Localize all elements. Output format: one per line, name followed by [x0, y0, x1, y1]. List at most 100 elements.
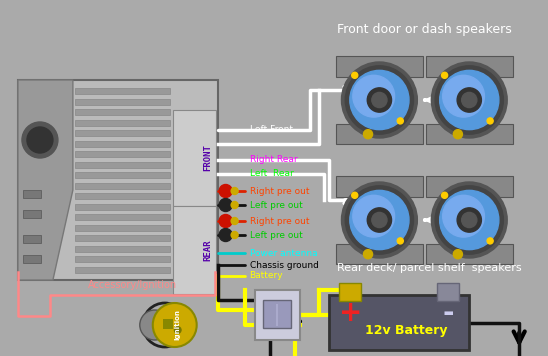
- Bar: [75, 130, 170, 136]
- Circle shape: [439, 70, 499, 130]
- Circle shape: [345, 186, 414, 254]
- Circle shape: [439, 190, 499, 250]
- Circle shape: [372, 213, 387, 227]
- Text: REAR: REAR: [203, 239, 212, 261]
- Bar: [426, 56, 513, 77]
- Circle shape: [22, 122, 58, 158]
- Circle shape: [231, 188, 238, 194]
- Circle shape: [363, 130, 373, 139]
- Bar: [426, 176, 513, 197]
- Bar: [75, 214, 170, 220]
- Circle shape: [143, 303, 187, 347]
- Bar: [336, 244, 423, 265]
- Text: Left pre out: Left pre out: [249, 230, 302, 240]
- Text: FRONT: FRONT: [203, 145, 212, 172]
- Bar: [75, 109, 170, 115]
- Bar: [75, 246, 170, 251]
- Circle shape: [140, 310, 170, 340]
- Text: Power antenna: Power antenna: [249, 248, 317, 257]
- Bar: [75, 193, 170, 199]
- Circle shape: [350, 190, 409, 250]
- Bar: [75, 204, 170, 209]
- Text: Battery: Battery: [249, 272, 283, 281]
- Text: Right pre out: Right pre out: [249, 187, 309, 195]
- Circle shape: [341, 62, 418, 138]
- Text: Ignition: Ignition: [175, 310, 181, 340]
- Bar: [75, 88, 170, 94]
- Bar: [75, 172, 170, 178]
- Circle shape: [231, 201, 238, 209]
- Bar: [75, 162, 170, 168]
- Circle shape: [397, 118, 403, 124]
- Bar: [75, 99, 170, 105]
- Circle shape: [345, 66, 414, 134]
- Circle shape: [219, 184, 232, 198]
- Polygon shape: [18, 80, 73, 280]
- Text: Right Rear: Right Rear: [249, 156, 297, 164]
- Bar: [75, 141, 170, 147]
- Circle shape: [350, 70, 409, 130]
- Bar: [75, 267, 170, 272]
- Bar: [163, 319, 173, 329]
- Bar: [23, 255, 41, 263]
- Bar: [336, 124, 423, 145]
- Circle shape: [435, 186, 504, 254]
- Circle shape: [219, 215, 232, 227]
- Circle shape: [231, 218, 238, 225]
- Text: Left pre out: Left pre out: [249, 200, 302, 209]
- Circle shape: [457, 208, 481, 232]
- Bar: [336, 176, 423, 197]
- Text: Front door or dash speakers: Front door or dash speakers: [337, 23, 512, 37]
- Bar: [329, 295, 469, 350]
- Text: Chassis ground: Chassis ground: [249, 261, 318, 269]
- Circle shape: [443, 195, 484, 237]
- Circle shape: [363, 250, 373, 259]
- Bar: [23, 235, 41, 243]
- Bar: [75, 256, 170, 262]
- Circle shape: [352, 72, 358, 78]
- Bar: [173, 110, 216, 206]
- Bar: [426, 244, 513, 265]
- Bar: [336, 56, 423, 77]
- Bar: [23, 190, 41, 198]
- Circle shape: [453, 250, 463, 259]
- Bar: [75, 120, 170, 126]
- Circle shape: [461, 93, 477, 108]
- Bar: [437, 283, 459, 301]
- Text: Left Front: Left Front: [249, 126, 293, 135]
- Circle shape: [487, 238, 493, 244]
- Circle shape: [352, 192, 358, 198]
- Bar: [75, 225, 170, 230]
- Circle shape: [231, 231, 238, 239]
- Circle shape: [442, 192, 448, 198]
- Bar: [75, 183, 170, 188]
- Circle shape: [153, 303, 197, 347]
- Text: 12v Battery: 12v Battery: [365, 324, 448, 337]
- Circle shape: [353, 75, 395, 117]
- Bar: [18, 80, 218, 280]
- Text: Right pre out: Right pre out: [249, 216, 309, 225]
- Circle shape: [461, 213, 477, 227]
- Circle shape: [367, 88, 391, 112]
- Circle shape: [453, 130, 463, 139]
- Circle shape: [397, 238, 403, 244]
- Circle shape: [219, 199, 232, 211]
- Circle shape: [487, 118, 493, 124]
- Text: -: -: [443, 299, 454, 327]
- Text: Left  Rear: Left Rear: [249, 169, 293, 178]
- Circle shape: [174, 326, 182, 334]
- Circle shape: [431, 62, 507, 138]
- Bar: [262, 300, 290, 328]
- Bar: [426, 124, 513, 145]
- Circle shape: [219, 229, 232, 241]
- Circle shape: [367, 208, 391, 232]
- Bar: [173, 206, 216, 294]
- Circle shape: [435, 66, 504, 134]
- Bar: [339, 283, 362, 301]
- Text: Rear deck/ parcel shelf  speakers: Rear deck/ parcel shelf speakers: [337, 263, 522, 273]
- Circle shape: [372, 93, 387, 108]
- Text: +: +: [339, 299, 362, 327]
- Bar: [23, 210, 41, 218]
- Bar: [75, 151, 170, 157]
- Bar: [75, 235, 170, 241]
